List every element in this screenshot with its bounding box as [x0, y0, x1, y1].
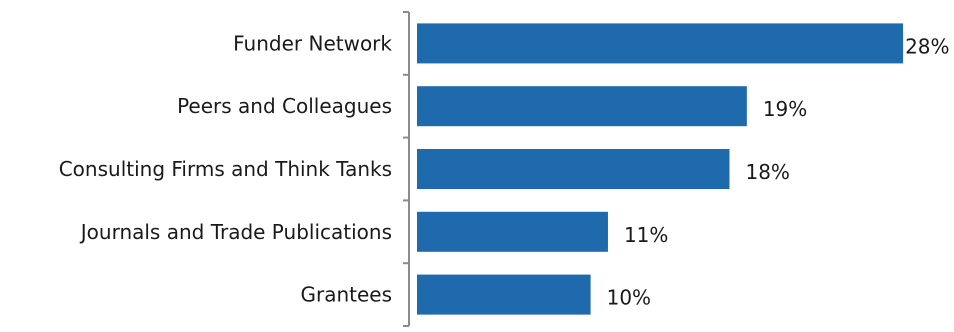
bar-2 [417, 149, 730, 189]
bar-1 [417, 86, 747, 127]
value-label-1: 19% [763, 97, 807, 121]
bar-4 [417, 274, 591, 315]
category-label-3: Journals and Trade Publications [79, 220, 392, 244]
category-label-4: Grantees [300, 283, 392, 307]
value-label-2: 18% [745, 160, 789, 184]
category-label-0: Funder Network [233, 31, 392, 55]
value-label-0: 28% [905, 34, 949, 58]
bar-3 [417, 211, 608, 252]
category-label-1: Peers and Colleagues [177, 94, 392, 118]
category-label-2: Consulting Firms and Think Tanks [59, 157, 392, 181]
value-label-3: 11% [624, 223, 668, 247]
value-label-4: 10% [607, 286, 651, 310]
bar-0 [417, 23, 904, 64]
